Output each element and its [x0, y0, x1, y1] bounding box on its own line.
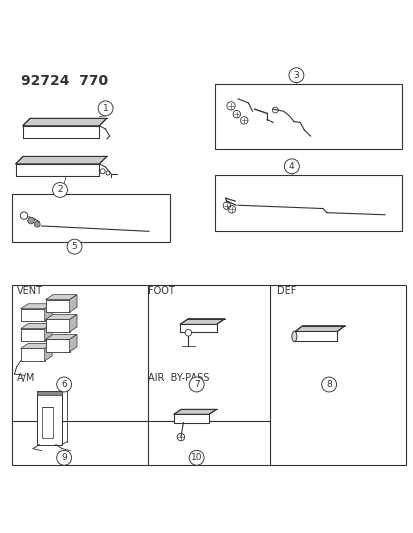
Circle shape — [189, 377, 204, 392]
Text: AIR  BY-PASS: AIR BY-PASS — [148, 373, 209, 383]
Ellipse shape — [291, 332, 296, 342]
Polygon shape — [45, 304, 52, 321]
Text: A/M: A/M — [17, 373, 35, 383]
Polygon shape — [180, 325, 216, 332]
Bar — [215, 84, 401, 149]
Polygon shape — [45, 340, 69, 352]
Text: 10: 10 — [190, 453, 202, 462]
Polygon shape — [16, 164, 99, 176]
Polygon shape — [69, 314, 77, 332]
Circle shape — [288, 68, 303, 83]
Polygon shape — [16, 156, 107, 164]
Polygon shape — [21, 343, 52, 349]
Circle shape — [52, 182, 67, 197]
Polygon shape — [45, 319, 69, 332]
Polygon shape — [45, 334, 77, 340]
Circle shape — [321, 377, 336, 392]
Text: 2: 2 — [57, 185, 63, 195]
Polygon shape — [21, 349, 45, 361]
Text: 5: 5 — [71, 242, 77, 251]
Polygon shape — [21, 304, 52, 309]
Polygon shape — [45, 343, 52, 361]
Circle shape — [98, 101, 113, 116]
Circle shape — [57, 377, 71, 392]
Circle shape — [67, 239, 82, 254]
Polygon shape — [173, 409, 216, 414]
Text: 7: 7 — [193, 380, 199, 389]
Bar — [215, 175, 401, 231]
Polygon shape — [173, 414, 209, 423]
Text: DEF: DEF — [276, 286, 295, 296]
Text: 1: 1 — [102, 104, 108, 113]
Text: 6: 6 — [61, 380, 67, 389]
Polygon shape — [21, 329, 45, 341]
Text: 4: 4 — [288, 162, 294, 171]
Polygon shape — [45, 300, 69, 312]
Circle shape — [185, 329, 191, 336]
Polygon shape — [23, 126, 99, 138]
Polygon shape — [45, 314, 77, 319]
Text: VENT: VENT — [17, 286, 43, 296]
Bar — [37, 391, 62, 445]
Bar — [42, 407, 52, 438]
Polygon shape — [294, 326, 344, 332]
Bar — [12, 285, 405, 465]
Text: 8: 8 — [325, 380, 331, 389]
Polygon shape — [21, 309, 45, 321]
Text: 92724  770: 92724 770 — [21, 74, 107, 88]
Polygon shape — [69, 334, 77, 352]
Text: 9: 9 — [61, 453, 67, 462]
Polygon shape — [45, 295, 77, 300]
Circle shape — [28, 217, 34, 224]
Circle shape — [284, 159, 299, 174]
Polygon shape — [69, 295, 77, 312]
Text: 3: 3 — [293, 71, 299, 80]
Polygon shape — [180, 319, 224, 325]
Bar — [37, 391, 62, 395]
Circle shape — [57, 450, 71, 465]
Circle shape — [189, 450, 204, 465]
Polygon shape — [21, 324, 52, 329]
Polygon shape — [45, 324, 52, 341]
Bar — [12, 194, 169, 241]
Text: FOOT: FOOT — [148, 286, 175, 296]
Polygon shape — [294, 332, 337, 341]
Circle shape — [34, 221, 40, 227]
Polygon shape — [23, 118, 107, 126]
